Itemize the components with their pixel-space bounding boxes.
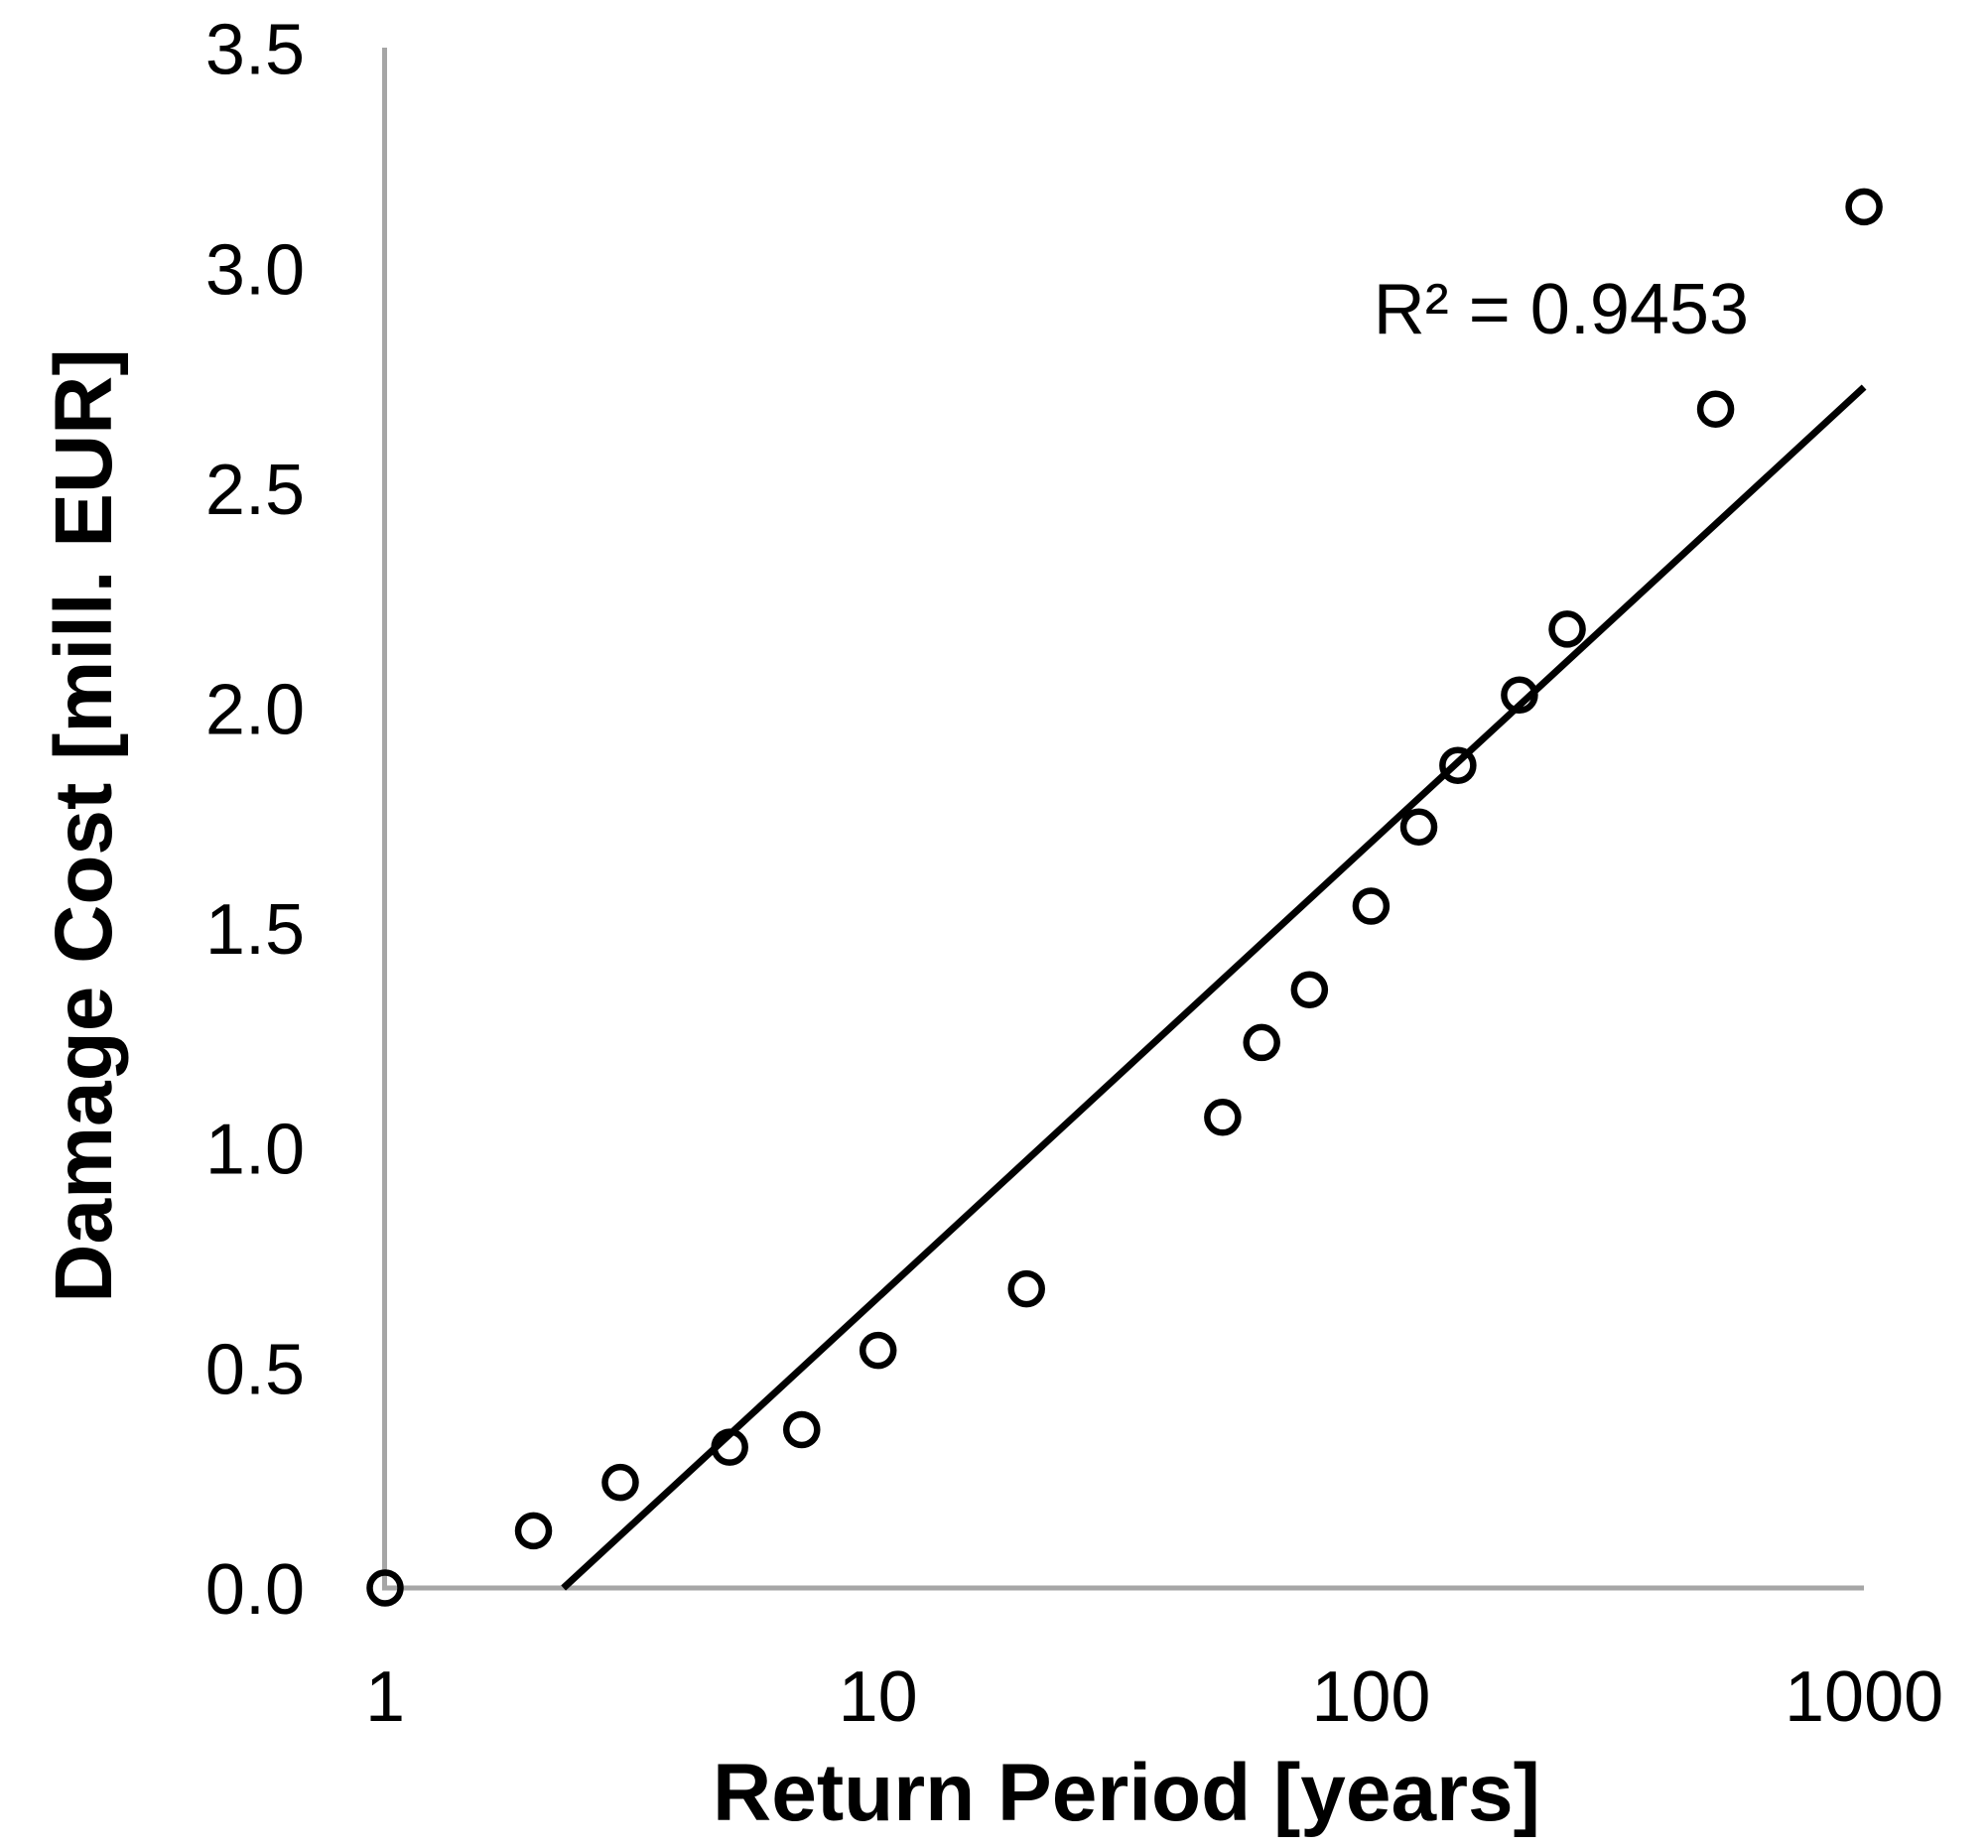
axes bbox=[382, 48, 1864, 1591]
data-point-marker bbox=[783, 1410, 821, 1449]
data-point-marker bbox=[711, 1428, 748, 1466]
x-axis-title: Return Period [years] bbox=[713, 1748, 1540, 1838]
x-tick-label: 1000 bbox=[1785, 1657, 1943, 1737]
data-point-marker bbox=[1548, 610, 1586, 648]
x-axis-tick-labels: 1 10 100 1000 bbox=[365, 1657, 1943, 1737]
data-point-marker bbox=[1439, 746, 1477, 784]
data-point-marker bbox=[859, 1331, 897, 1370]
y-tick-label: 2.0 bbox=[205, 671, 305, 750]
x-tick-label: 100 bbox=[1311, 1657, 1430, 1737]
y-tick-label: 3.0 bbox=[205, 230, 305, 310]
y-axis-title: Damage Cost [mill. EUR] bbox=[39, 348, 129, 1302]
y-tick-label: 2.5 bbox=[205, 451, 305, 530]
data-point-marker bbox=[1845, 188, 1883, 226]
x-tick-label: 1 bbox=[365, 1657, 405, 1737]
trendline-group bbox=[561, 384, 1867, 1591]
y-tick-label: 1.0 bbox=[205, 1111, 305, 1190]
x-tick-label: 10 bbox=[839, 1657, 918, 1737]
data-point-marker bbox=[601, 1463, 639, 1502]
y-tick-label: 0.5 bbox=[205, 1330, 305, 1409]
trendline bbox=[561, 384, 1867, 1591]
data-point-marker bbox=[1290, 971, 1329, 1008]
data-point-marker bbox=[1399, 808, 1438, 847]
data-points-group bbox=[366, 188, 1883, 1607]
y-tick-label: 1.5 bbox=[205, 890, 305, 970]
data-point-marker bbox=[1352, 887, 1391, 925]
y-tick-label: 0.0 bbox=[205, 1550, 305, 1630]
data-point-marker bbox=[1696, 390, 1735, 428]
data-point-marker bbox=[1243, 1023, 1280, 1062]
y-tick-label: 3.5 bbox=[205, 11, 305, 90]
data-point-marker bbox=[514, 1512, 553, 1550]
data-point-marker bbox=[366, 1569, 404, 1607]
r-squared-annotation: R² = 0.9453 bbox=[1374, 270, 1749, 349]
data-point-marker bbox=[1007, 1269, 1045, 1308]
y-axis-tick-labels: 0.0 0.5 1.0 1.5 2.0 2.5 3.0 3.5 bbox=[205, 11, 305, 1630]
data-point-marker bbox=[1204, 1099, 1242, 1136]
data-point-marker bbox=[1501, 676, 1538, 715]
